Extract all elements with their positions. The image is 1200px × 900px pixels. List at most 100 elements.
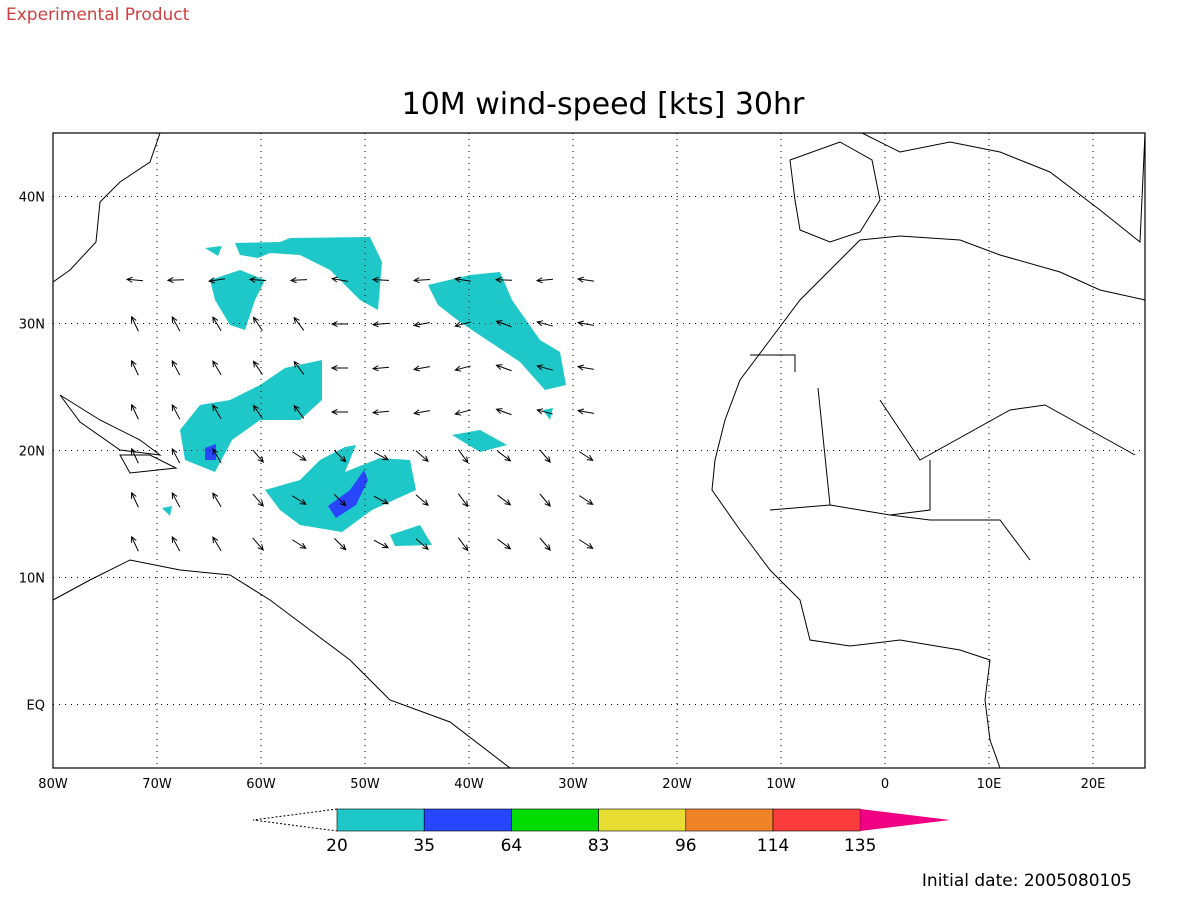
colorbar-label: 20: [326, 836, 348, 856]
colorbar-label: 135: [844, 836, 876, 856]
colorbar-label: 35: [413, 836, 435, 856]
europe-outline: [861, 132, 1146, 244]
cuba-outline: [59, 394, 162, 456]
wind-arrow: [497, 494, 512, 506]
wind-arrow: [212, 404, 222, 420]
colorbar-segment: [685, 808, 774, 832]
wind-arrow: [207, 277, 225, 284]
colorbar-segment: [423, 808, 512, 832]
wind-arrow: [457, 449, 469, 464]
wind-arrow: [415, 450, 429, 463]
wind-arrow: [412, 321, 430, 328]
wind-arrow: [291, 539, 307, 549]
wind-area: [452, 430, 507, 452]
colorbar-label: 64: [501, 836, 523, 856]
wind-arrow: [131, 403, 139, 420]
wind-arrow: [252, 493, 265, 507]
initial-date: Initial date: 2005080105: [922, 871, 1132, 891]
wind-arrow: [248, 276, 267, 283]
iberia-outline: [789, 141, 881, 243]
wind-arrow: [371, 321, 390, 328]
wind-arrow: [293, 404, 305, 419]
wind-arrow: [415, 494, 429, 507]
wind-arrow: [373, 495, 390, 505]
header-label: Experimental Product: [6, 5, 190, 25]
north-america-outline: [52, 132, 161, 283]
wind-arrow: [212, 448, 222, 464]
wind-arrow: [579, 495, 594, 505]
wind-area: [210, 270, 265, 330]
wind-arrow: [291, 451, 307, 461]
colorbar-segment: [772, 808, 861, 832]
wind-arrow: [539, 537, 551, 552]
wind-arrow: [131, 491, 139, 508]
wind-arrow: [412, 409, 430, 416]
wind-arrow: [171, 403, 181, 420]
wind-arrow: [536, 408, 553, 415]
wind-arrow: [212, 536, 222, 552]
wind-arrow: [373, 539, 390, 549]
wind-arrow: [371, 276, 390, 283]
map-frame: [52, 132, 1146, 769]
wind-area: [265, 445, 416, 532]
wind-arrow: [454, 321, 471, 328]
coastlines: [52, 132, 1146, 769]
wind-arrow: [252, 537, 265, 551]
lon-tick-label: 60W: [246, 777, 276, 792]
colorbar-label: 83: [588, 836, 610, 856]
lon-tick-label: 20E: [1081, 777, 1106, 792]
map-title: 10M wind-speed [kts] 30hr: [402, 87, 805, 122]
wind-arrow: [171, 447, 181, 464]
wind-arrow: [330, 364, 348, 372]
wind-arrow: [412, 365, 430, 372]
colorbar-segment: [511, 808, 599, 832]
lon-tick-label: 0: [881, 777, 889, 792]
lat-tick-label: 30N: [19, 318, 45, 333]
wind-arrow: [454, 409, 471, 416]
wind-arrow: [539, 493, 551, 508]
wind-arrow: [330, 276, 348, 283]
wind-arrow: [453, 276, 471, 283]
wind-arrow: [252, 404, 263, 419]
wind-arrow: [212, 492, 222, 508]
lat-tick-label: 10N: [19, 572, 45, 587]
lon-tick-label: 50W: [350, 777, 380, 792]
wind-arrow: [415, 538, 429, 551]
wind-arrow: [371, 365, 390, 372]
wind-vectors: [125, 276, 594, 552]
wind-arrow: [579, 451, 594, 461]
wind-arrow: [576, 364, 594, 371]
wind-arrow: [454, 365, 471, 372]
wind-arrow: [333, 493, 347, 507]
wind-area: [180, 360, 322, 472]
graticule: 80W 70W 60W 50W 40W 30W 20W 10W 0 10E 20E EQ 10N 20N 3…: [19, 133, 1145, 792]
wind-area: [328, 470, 368, 518]
wind-arrow: [289, 277, 308, 284]
colorbar-under: [252, 808, 338, 832]
lat-tick-label: EQ: [27, 699, 45, 714]
wind-area: [235, 237, 382, 310]
wind-arrow: [131, 535, 139, 552]
wind-arrow: [171, 315, 181, 332]
wind-arrow: [252, 360, 263, 375]
africa-borders: [750, 354, 1136, 561]
lon-tick-label: 20W: [662, 777, 692, 792]
wind-arrow: [291, 495, 307, 505]
wind-arrow: [539, 449, 551, 464]
lon-tick-label: 70W: [142, 777, 172, 792]
wind-arrow: [212, 360, 222, 376]
wind-arrow: [536, 364, 553, 371]
lat-tick-label: 40N: [19, 191, 45, 206]
wind-arrow: [333, 537, 347, 551]
colorbar-label: 96: [675, 836, 697, 856]
wind-arrow: [252, 449, 265, 463]
wind-arrow: [171, 491, 181, 508]
lat-tick-label: 20N: [19, 445, 45, 460]
wind-arrow: [495, 408, 512, 416]
wind-arrow: [457, 537, 469, 552]
colorbar-segment: [598, 808, 687, 832]
wind-arrow: [330, 408, 348, 416]
colorbar-label: 114: [757, 836, 789, 856]
south-america-outline: [52, 559, 512, 769]
